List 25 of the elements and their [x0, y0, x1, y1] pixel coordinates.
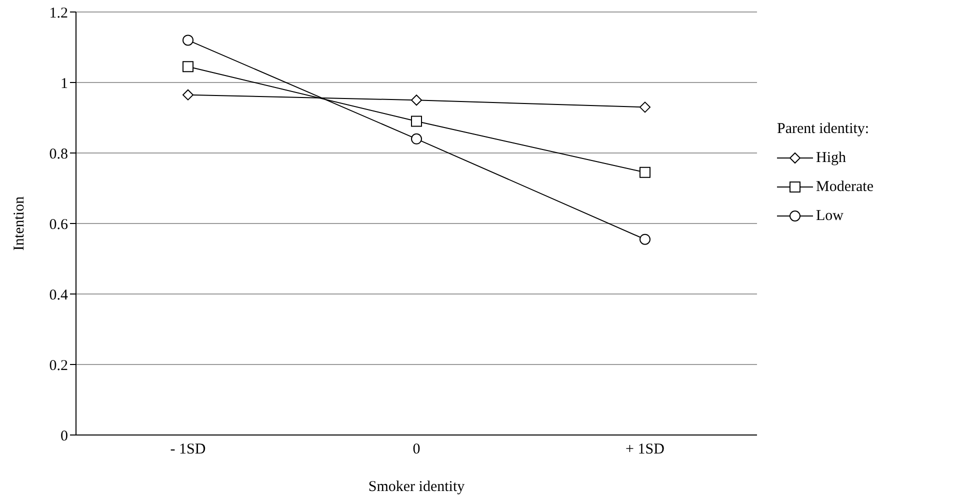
point — [640, 102, 650, 113]
legend-label: High — [816, 150, 846, 166]
legend-label: Moderate — [816, 178, 874, 196]
x-tick-label: + 1SD — [626, 442, 665, 458]
x-axis-title: Smoker identity — [368, 479, 466, 495]
x-tick-label: - 1SD — [170, 442, 206, 458]
y-axis-title: Intention — [11, 196, 28, 251]
y-tick-label: 0.2 — [49, 358, 68, 374]
x-tick-label: 0 — [412, 442, 420, 458]
y-tick-label: 1.2 — [49, 5, 68, 22]
point — [411, 133, 422, 144]
y-tick-label: 1 — [60, 76, 68, 92]
point — [411, 94, 422, 106]
point — [182, 34, 194, 46]
legend-title: Parent identity: — [777, 120, 870, 138]
y-tick-label: 0 — [60, 428, 68, 444]
point — [411, 116, 422, 127]
point — [182, 61, 194, 72]
point — [182, 89, 194, 100]
legend-label: Low — [816, 208, 844, 224]
y-tick-label: 0.8 — [49, 146, 68, 162]
y-tick-label: 0.6 — [49, 216, 68, 233]
point — [640, 234, 650, 245]
point — [640, 166, 650, 178]
y-tick-label: 0.4 — [49, 287, 68, 304]
